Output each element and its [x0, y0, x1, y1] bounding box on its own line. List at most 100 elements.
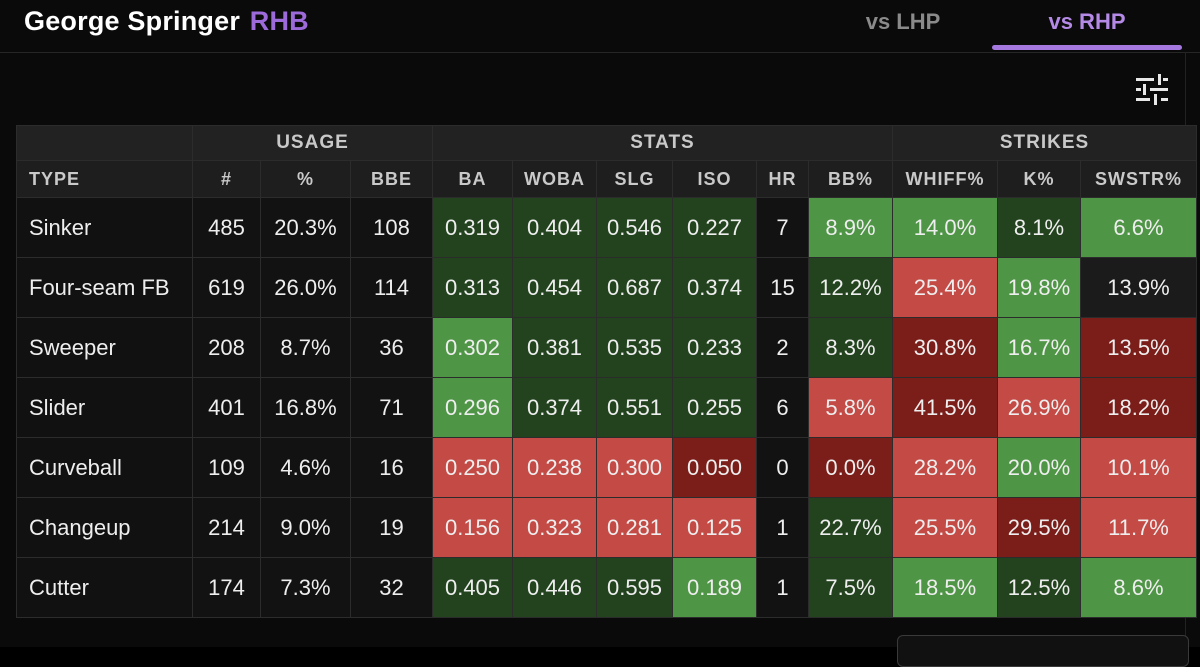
bottom-panel-edge — [897, 635, 1189, 667]
col-header-swstr[interactable]: SWSTR% — [1080, 160, 1197, 198]
cell-pct: 8.7% — [260, 317, 351, 378]
cell-woba: 0.454 — [512, 257, 597, 318]
table-row[interactable]: Slider 401 16.8% 71 0.296 0.374 0.551 0.255 6 5.8… — [16, 377, 1197, 438]
cell-bb: 12.2% — [808, 257, 893, 318]
table-row[interactable]: Cutter 174 7.3% 32 0.405 0.446 0.595 0.189 1 7.5%… — [16, 557, 1197, 618]
cell-count: 619 — [192, 257, 261, 318]
cell-swstr: 6.6% — [1080, 197, 1197, 258]
cell-swstr: 10.1% — [1080, 437, 1197, 498]
column-header-row: TYPE # % BBE BA WOBA SLG ISO HR BB% WHIF… — [16, 160, 1197, 198]
sliders-icon[interactable] — [1134, 72, 1170, 108]
cell-slg: 0.595 — [596, 557, 673, 618]
player-title: George Springer RHB — [24, 6, 309, 37]
col-header-pct[interactable]: % — [260, 160, 351, 198]
cell-hr: 6 — [756, 377, 809, 438]
group-header-blank — [16, 125, 193, 161]
table-row[interactable]: Sweeper 208 8.7% 36 0.302 0.381 0.535 0.233 2 8.3… — [16, 317, 1197, 378]
pitch-type-stats-table: USAGE STATS STRIKES TYPE # % BBE BA WOBA… — [16, 125, 1197, 618]
col-header-type[interactable]: TYPE — [16, 160, 193, 198]
active-tab-indicator — [992, 45, 1182, 50]
cell-swstr: 13.5% — [1080, 317, 1197, 378]
tab-vs-rhp[interactable]: vs RHP — [1048, 9, 1126, 34]
cell-iso: 0.189 — [672, 557, 757, 618]
cell-hr: 0 — [756, 437, 809, 498]
cell-swstr: 8.6% — [1080, 557, 1197, 618]
col-header-ba[interactable]: BA — [432, 160, 513, 198]
cell-woba: 0.374 — [512, 377, 597, 438]
col-header-bbe[interactable]: BBE — [350, 160, 433, 198]
cell-hr: 2 — [756, 317, 809, 378]
cell-woba: 0.404 — [512, 197, 597, 258]
cell-bb: 7.5% — [808, 557, 893, 618]
col-header-count[interactable]: # — [192, 160, 261, 198]
cell-pct: 9.0% — [260, 497, 351, 558]
cell-iso: 0.374 — [672, 257, 757, 318]
cell-whiff: 25.4% — [892, 257, 998, 318]
table-row[interactable]: Curveball 109 4.6% 16 0.250 0.238 0.300 0.050 0 0… — [16, 437, 1197, 498]
group-header-usage: USAGE — [192, 125, 433, 161]
cell-iso: 0.233 — [672, 317, 757, 378]
player-name: George Springer — [24, 6, 241, 36]
cell-ba: 0.156 — [432, 497, 513, 558]
cell-bb: 0.0% — [808, 437, 893, 498]
cell-bb: 5.8% — [808, 377, 893, 438]
cell-bb: 8.9% — [808, 197, 893, 258]
cell-bbe: 16 — [350, 437, 433, 498]
cell-count: 208 — [192, 317, 261, 378]
table-row[interactable]: Sinker 485 20.3% 108 0.319 0.404 0.546 0.227 7 8.… — [16, 197, 1197, 258]
col-header-whiff[interactable]: WHIFF% — [892, 160, 998, 198]
cell-pct: 7.3% — [260, 557, 351, 618]
col-header-k[interactable]: K% — [997, 160, 1081, 198]
cell-k: 29.5% — [997, 497, 1081, 558]
group-header-stats: STATS — [432, 125, 893, 161]
cell-type: Sinker — [16, 197, 193, 258]
cell-bbe: 19 — [350, 497, 433, 558]
cell-slg: 0.281 — [596, 497, 673, 558]
cell-woba: 0.238 — [512, 437, 597, 498]
cell-k: 19.8% — [997, 257, 1081, 318]
group-header-strikes: STRIKES — [892, 125, 1197, 161]
cell-swstr: 11.7% — [1080, 497, 1197, 558]
cell-bb: 22.7% — [808, 497, 893, 558]
cell-woba: 0.381 — [512, 317, 597, 378]
header-divider — [0, 52, 1200, 53]
cell-bb: 8.3% — [808, 317, 893, 378]
cell-count: 485 — [192, 197, 261, 258]
cell-bbe: 108 — [350, 197, 433, 258]
cell-slg: 0.535 — [596, 317, 673, 378]
cell-iso: 0.255 — [672, 377, 757, 438]
cell-k: 16.7% — [997, 317, 1081, 378]
col-header-slg[interactable]: SLG — [596, 160, 673, 198]
cell-ba: 0.319 — [432, 197, 513, 258]
cell-iso: 0.050 — [672, 437, 757, 498]
cell-count: 109 — [192, 437, 261, 498]
cell-ba: 0.405 — [432, 557, 513, 618]
cell-bbe: 114 — [350, 257, 433, 318]
cell-pct: 20.3% — [260, 197, 351, 258]
cell-count: 174 — [192, 557, 261, 618]
cell-hr: 15 — [756, 257, 809, 318]
cell-slg: 0.300 — [596, 437, 673, 498]
cell-type: Cutter — [16, 557, 193, 618]
cell-woba: 0.323 — [512, 497, 597, 558]
table-body: Sinker 485 20.3% 108 0.319 0.404 0.546 0.227 7 8.… — [16, 197, 1197, 618]
table-row[interactable]: Changeup 214 9.0% 19 0.156 0.323 0.281 0.125 1 22… — [16, 497, 1197, 558]
cell-swstr: 18.2% — [1080, 377, 1197, 438]
tab-vs-lhp[interactable]: vs LHP — [865, 9, 941, 34]
matchup-panel: George Springer RHB vs LHP vs RHP — [0, 6, 1200, 667]
col-header-bb[interactable]: BB% — [808, 160, 893, 198]
cell-k: 8.1% — [997, 197, 1081, 258]
cell-whiff: 30.8% — [892, 317, 998, 378]
cell-iso: 0.125 — [672, 497, 757, 558]
col-header-hr[interactable]: HR — [756, 160, 809, 198]
cell-whiff: 41.5% — [892, 377, 998, 438]
col-header-woba[interactable]: WOBA — [512, 160, 597, 198]
cell-slg: 0.546 — [596, 197, 673, 258]
cell-whiff: 28.2% — [892, 437, 998, 498]
cell-hr: 1 — [756, 557, 809, 618]
col-header-iso[interactable]: ISO — [672, 160, 757, 198]
cell-hr: 7 — [756, 197, 809, 258]
table-row[interactable]: Four-seam FB 619 26.0% 114 0.313 0.454 0.687 0.… — [16, 257, 1197, 318]
cell-count: 214 — [192, 497, 261, 558]
batter-handedness: RHB — [249, 6, 309, 36]
